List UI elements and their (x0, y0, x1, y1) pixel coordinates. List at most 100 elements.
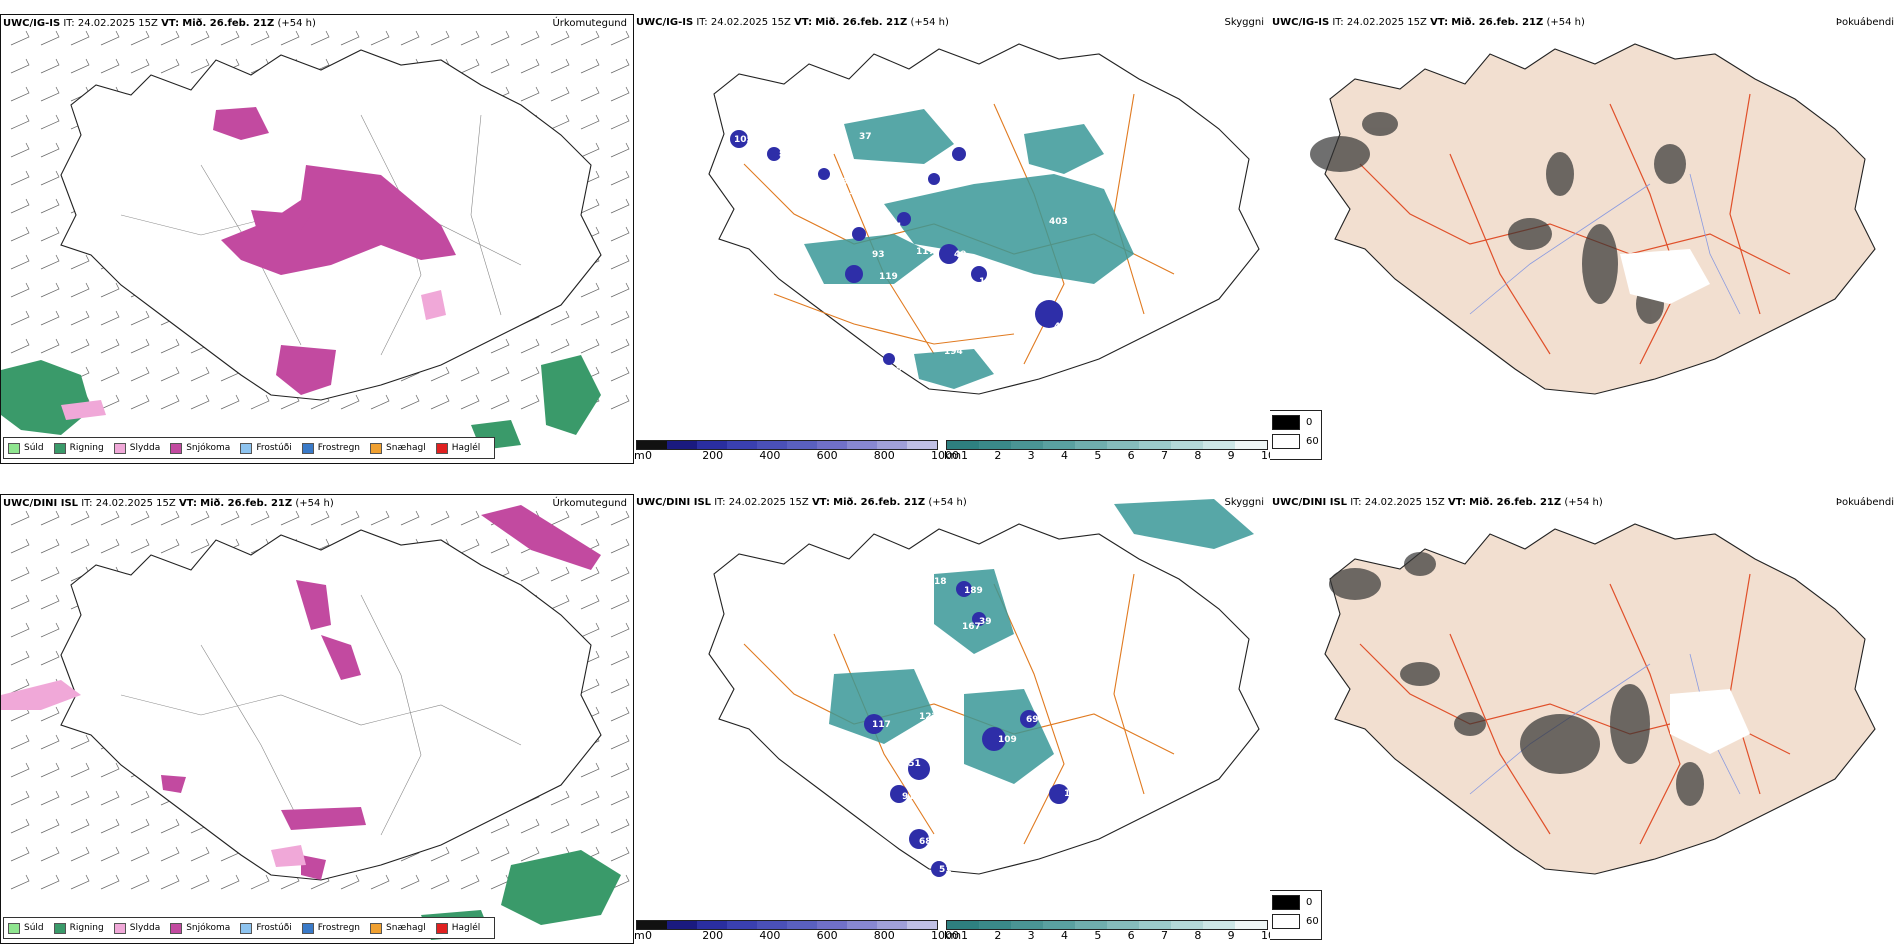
visibility-value: 82 (834, 147, 847, 157)
wind-barb (580, 594, 600, 610)
wind-barb (580, 338, 600, 354)
colorbar-tick-label: 400 (759, 449, 781, 462)
legend-label: Súld (24, 443, 44, 453)
wind-barb (40, 30, 60, 46)
wind-barb (340, 30, 360, 46)
visibility-colorbars: m 0 200 400 600 800 1000 km 1 2 3 4 5 6 7 8 9 10 (634, 910, 1270, 944)
wind-barb (550, 818, 570, 834)
legend-label: Snjókoma (186, 443, 231, 453)
wind-barb (520, 566, 540, 582)
wind-barb (10, 58, 30, 74)
roads (1359, 93, 1791, 365)
wind-barb (10, 86, 30, 102)
wind-barb (520, 394, 540, 410)
wind-barb (190, 510, 210, 526)
wind-barb (130, 846, 150, 862)
visibility-value: 118 (1064, 789, 1083, 799)
glacier-area (1620, 249, 1710, 304)
colorbar-tick-label: 6 (1127, 929, 1135, 942)
wind-barb (100, 846, 120, 862)
sleet-areas (61, 290, 446, 420)
wind-barb (580, 86, 600, 102)
visibility-value: 49 (954, 250, 967, 260)
wind-barb (430, 30, 450, 46)
wind-barb (40, 58, 60, 74)
colorbar-km-unit: km (944, 449, 962, 462)
wind-barb (70, 846, 90, 862)
iceland-outline (60, 529, 602, 881)
wind-barb (160, 846, 180, 862)
colorbar-tick-label: 8 (1194, 449, 1202, 462)
wind-barb (10, 818, 30, 834)
wind-barb (550, 566, 570, 582)
legend-label: Snjókoma (186, 923, 231, 933)
wind-barb (70, 338, 90, 354)
wind-barb (10, 538, 30, 554)
wind-barb (310, 30, 330, 46)
panel-fog-dini: UWC/DINI ISL IT: 24.02.2025 15Z VT: Mið.… (1270, 494, 1900, 944)
snow-areas (213, 107, 456, 395)
colorbar-tick-label: 9 (1227, 929, 1235, 942)
wind-barb (610, 650, 630, 666)
colorbar-tick-label: 7 (1161, 449, 1168, 462)
colorbar-tick-label: 3 (1027, 449, 1035, 462)
visibility-value: 42 (1054, 322, 1067, 332)
wind-barb (490, 394, 510, 410)
low-visibility-km (829, 499, 1254, 784)
wind-barb (550, 790, 570, 806)
wind-barb (610, 706, 630, 722)
wind-barb (130, 874, 150, 890)
wind-barb (520, 846, 540, 862)
wind-barb (580, 30, 600, 46)
colorbar-m-unit: m (634, 929, 645, 942)
legend-item: Súld (8, 922, 44, 934)
panel-title: Skyggni (1224, 17, 1264, 28)
panel-precip-type-igis: UWC/IG-IS IT: 24.02.2025 15Z VT: Mið. 26… (0, 14, 634, 464)
wind-barb (100, 58, 120, 74)
fog-areas (1310, 112, 1686, 324)
fog-areas (1329, 552, 1704, 806)
colorbar-tick-label: 600 (816, 929, 838, 942)
wind-barb (10, 594, 30, 610)
visibility-value: 160 (869, 182, 888, 192)
legend-swatch (240, 922, 253, 934)
visibility-value: 117 (916, 247, 935, 257)
colorbar-tick-label: 1 (961, 929, 968, 942)
visibility-value: 14 (889, 222, 902, 232)
wind-barb (460, 538, 480, 554)
fog-legend-swatch (1272, 415, 1300, 430)
wind-barb (580, 142, 600, 158)
legend-item: Frostúði (240, 442, 292, 454)
wind-barb (40, 86, 60, 102)
visibility-value: 167 (962, 622, 981, 632)
wind-barb (520, 58, 540, 74)
fog-legend-swatch (1272, 895, 1300, 910)
visibility-value: 126 (829, 177, 848, 187)
colorbar-tick-label: 800 (873, 449, 895, 462)
wind-barb (580, 310, 600, 326)
colorbar-tick-label: 4 (1061, 449, 1068, 462)
wind-barb (10, 734, 30, 750)
panel-header: UWC/DINI ISL IT: 24.02.2025 15Z VT: Mið.… (1272, 497, 1894, 508)
wind-barb (40, 706, 60, 722)
wind-barb (130, 30, 150, 46)
wind-barb (10, 510, 30, 526)
visibility-value: 194 (944, 347, 963, 357)
map-precip-type-dini (1, 505, 630, 940)
visibility-value: 117 (872, 720, 891, 730)
visibility-value: 91 (902, 792, 915, 802)
legend-swatch (8, 442, 20, 454)
visibility-value: 16 (754, 617, 767, 627)
legend-swatch (53, 442, 66, 454)
wind-barb (100, 538, 120, 554)
panel-precip-type-dini: UWC/DINI ISL IT: 24.02.2025 15Z VT: Mið.… (0, 494, 634, 944)
colorbar-tick-label: 1 (961, 449, 968, 462)
wind-barb (610, 338, 630, 354)
wind-barb (490, 30, 510, 46)
wind-barb (430, 394, 450, 410)
wind-barb (70, 310, 90, 326)
wind-barb (610, 114, 630, 130)
wind-barb (400, 30, 420, 46)
wind-barb (370, 394, 390, 410)
